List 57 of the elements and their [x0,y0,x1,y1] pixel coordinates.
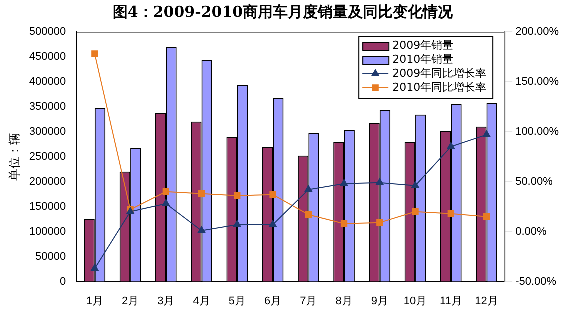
point [305,212,312,218]
x-tick-label: 12月 [475,295,498,308]
y-tick-label: 100000 [29,226,66,238]
point [162,188,170,196]
y-tick-label: 250000 [29,150,66,163]
y-tick-label: 150000 [29,200,66,213]
x-tick-label: 1月 [86,295,104,308]
point [92,50,98,58]
y-axis-title: 单位：辆 [8,132,22,181]
point [233,220,242,228]
point [269,220,277,228]
y2-tick-label: 50.00% [516,176,554,188]
point [198,190,206,198]
x-tick-label: 4月 [193,295,210,308]
point [412,181,420,188]
point [483,214,490,220]
point [270,192,276,198]
x-tick-label: 2月 [122,295,140,308]
legend-label: 2010年销量 [392,52,454,66]
y2-tick-label: 0.00% [516,226,547,238]
chart-title: 图4：2009-2010商用车月度销量及同比变化情况 [112,2,454,21]
x-tick-label: 3月 [158,295,175,308]
point [412,208,419,216]
y-tick-label: 200000 [29,176,66,188]
legend-label: 2010年同比增长率 [392,80,487,94]
point [448,210,454,218]
point [376,178,384,186]
y-tick-label: 500000 [29,26,66,38]
point [340,220,348,228]
y2-tick-label: 200.00% [516,26,560,38]
x-tick-label: 5月 [228,295,246,308]
x-tick-label: 9月 [371,295,388,308]
y-tick-label: 0 [60,276,66,288]
point [340,179,348,186]
x-tick-label: 7月 [300,295,318,308]
legend-label: 2009年同比增长率 [392,66,487,80]
point [304,185,313,192]
x-tick-label: 11月 [440,295,462,308]
y-tick-label: 400000 [29,76,66,88]
point [447,142,456,150]
y-tick-label: 350000 [29,100,66,113]
y-tick-label: 300000 [29,126,66,138]
x-tick-label: 8月 [336,295,353,308]
point [376,220,384,226]
y-tick-label: 50000 [36,250,66,263]
point [234,192,241,200]
legend-label: 2009年销量 [392,38,454,52]
point [198,226,206,234]
point [482,130,491,138]
x-tick-label: 10月 [404,295,428,308]
x-tick-label: 6月 [264,295,282,308]
point [90,264,99,272]
y2-tick-label: -50.00% [516,276,557,288]
y2-tick-label: 150.00% [516,76,560,88]
y-tick-label: 450000 [29,51,66,64]
y2-tick-label: 100.00% [516,126,560,138]
point [162,199,170,206]
